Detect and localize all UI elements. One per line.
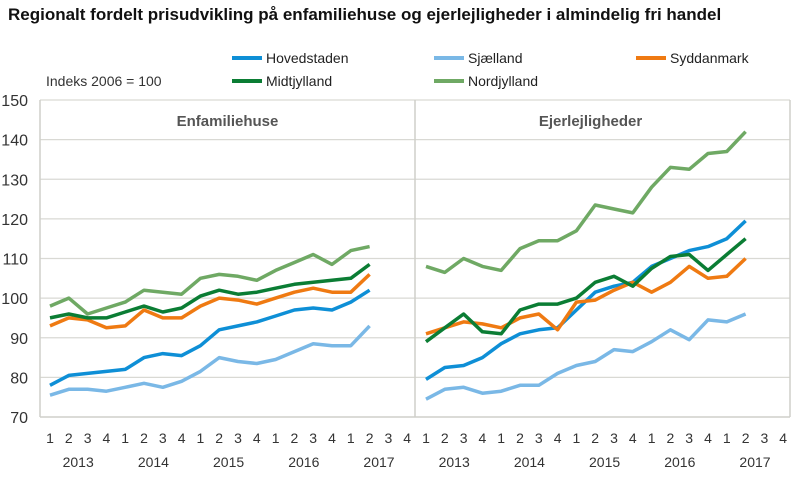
legend-label: Midtjylland	[266, 73, 332, 89]
year-label: 2017	[739, 454, 770, 470]
x-tick-label: 4	[479, 430, 487, 446]
x-tick-label: 1	[648, 430, 656, 446]
x-tick-label: 4	[779, 430, 787, 446]
year-label: 2013	[63, 454, 94, 470]
year-label: 2017	[363, 454, 394, 470]
y-tick-label: 100	[1, 291, 28, 308]
year-label: 2014	[514, 454, 545, 470]
x-tick-label: 3	[84, 430, 92, 446]
series-line-sjælland	[425, 312, 747, 401]
y-tick-label: 80	[10, 370, 28, 387]
x-tick-label: 1	[46, 430, 54, 446]
legend-label: Syddanmark	[670, 50, 750, 66]
x-tick-label: 1	[272, 430, 280, 446]
y-tick-label: 90	[10, 331, 28, 348]
x-tick-label: 3	[535, 430, 543, 446]
x-tick-label: 3	[685, 430, 693, 446]
x-tick-label: 2	[65, 430, 73, 446]
x-tick-label: 3	[610, 430, 618, 446]
year-label: 2014	[138, 454, 169, 470]
year-label: 2015	[213, 454, 244, 470]
x-tick-label: 2	[516, 430, 524, 446]
x-tick-label: 3	[159, 430, 167, 446]
x-tick-label: 1	[121, 430, 129, 446]
series-line-syddanmark	[49, 273, 371, 330]
x-tick-label: 1	[422, 430, 430, 446]
year-label: 2016	[664, 454, 695, 470]
x-tick-label: 2	[366, 430, 374, 446]
y-tick-label: 110	[2, 252, 28, 269]
x-tick-label: 3	[761, 430, 769, 446]
chart-title: Regionalt fordelt prisudvikling på enfam…	[8, 5, 722, 24]
series-line-midtjylland	[49, 262, 371, 320]
legend-label: Sjælland	[468, 50, 522, 66]
x-tick-label: 4	[328, 430, 336, 446]
y-tick-label: 140	[1, 133, 28, 150]
year-label: 2013	[439, 454, 470, 470]
x-tick-label: 3	[460, 430, 468, 446]
x-tick-label: 1	[347, 430, 355, 446]
x-tick-label: 4	[554, 430, 562, 446]
x-tick-label: 2	[742, 430, 750, 446]
x-tick-label: 1	[497, 430, 505, 446]
legend-label: Hovedstaden	[266, 50, 349, 66]
x-tick-label: 4	[629, 430, 637, 446]
x-tick-label: 1	[197, 430, 205, 446]
series-line-sjælland	[49, 324, 371, 397]
series-line-nordjylland	[425, 130, 747, 275]
x-tick-label: 3	[234, 430, 242, 446]
legend-label: Nordjylland	[468, 73, 538, 89]
x-tick-label: 2	[591, 430, 599, 446]
x-tick-label: 3	[385, 430, 393, 446]
x-tick-label: 2	[291, 430, 299, 446]
panel-title: Ejerlejligheder	[539, 113, 643, 130]
y-tick-label: 150	[1, 93, 28, 110]
x-tick-label: 1	[573, 430, 581, 446]
x-tick-label: 3	[309, 430, 317, 446]
x-tick-label: 2	[215, 430, 223, 446]
x-tick-label: 4	[403, 430, 411, 446]
x-tick-label: 2	[667, 430, 675, 446]
x-tick-label: 2	[140, 430, 148, 446]
y-tick-label: 70	[10, 410, 28, 427]
x-tick-label: 1	[723, 430, 731, 446]
year-label: 2016	[288, 454, 319, 470]
x-tick-label: 4	[103, 430, 111, 446]
x-tick-label: 4	[253, 430, 261, 446]
year-label: 2015	[589, 454, 620, 470]
y-tick-label: 130	[1, 172, 28, 189]
y-axis-label: Indeks 2006 = 100	[46, 73, 162, 89]
x-tick-label: 4	[178, 430, 186, 446]
series-line-midtjylland	[424, 237, 747, 344]
series-line-hovedstaden	[49, 288, 371, 387]
x-tick-label: 4	[704, 430, 712, 446]
series-line-nordjylland	[49, 244, 370, 316]
x-tick-label: 2	[441, 430, 449, 446]
y-tick-label: 120	[1, 212, 28, 229]
panel-title: Enfamiliehuse	[177, 113, 279, 130]
series-line-syddanmark	[425, 257, 747, 336]
